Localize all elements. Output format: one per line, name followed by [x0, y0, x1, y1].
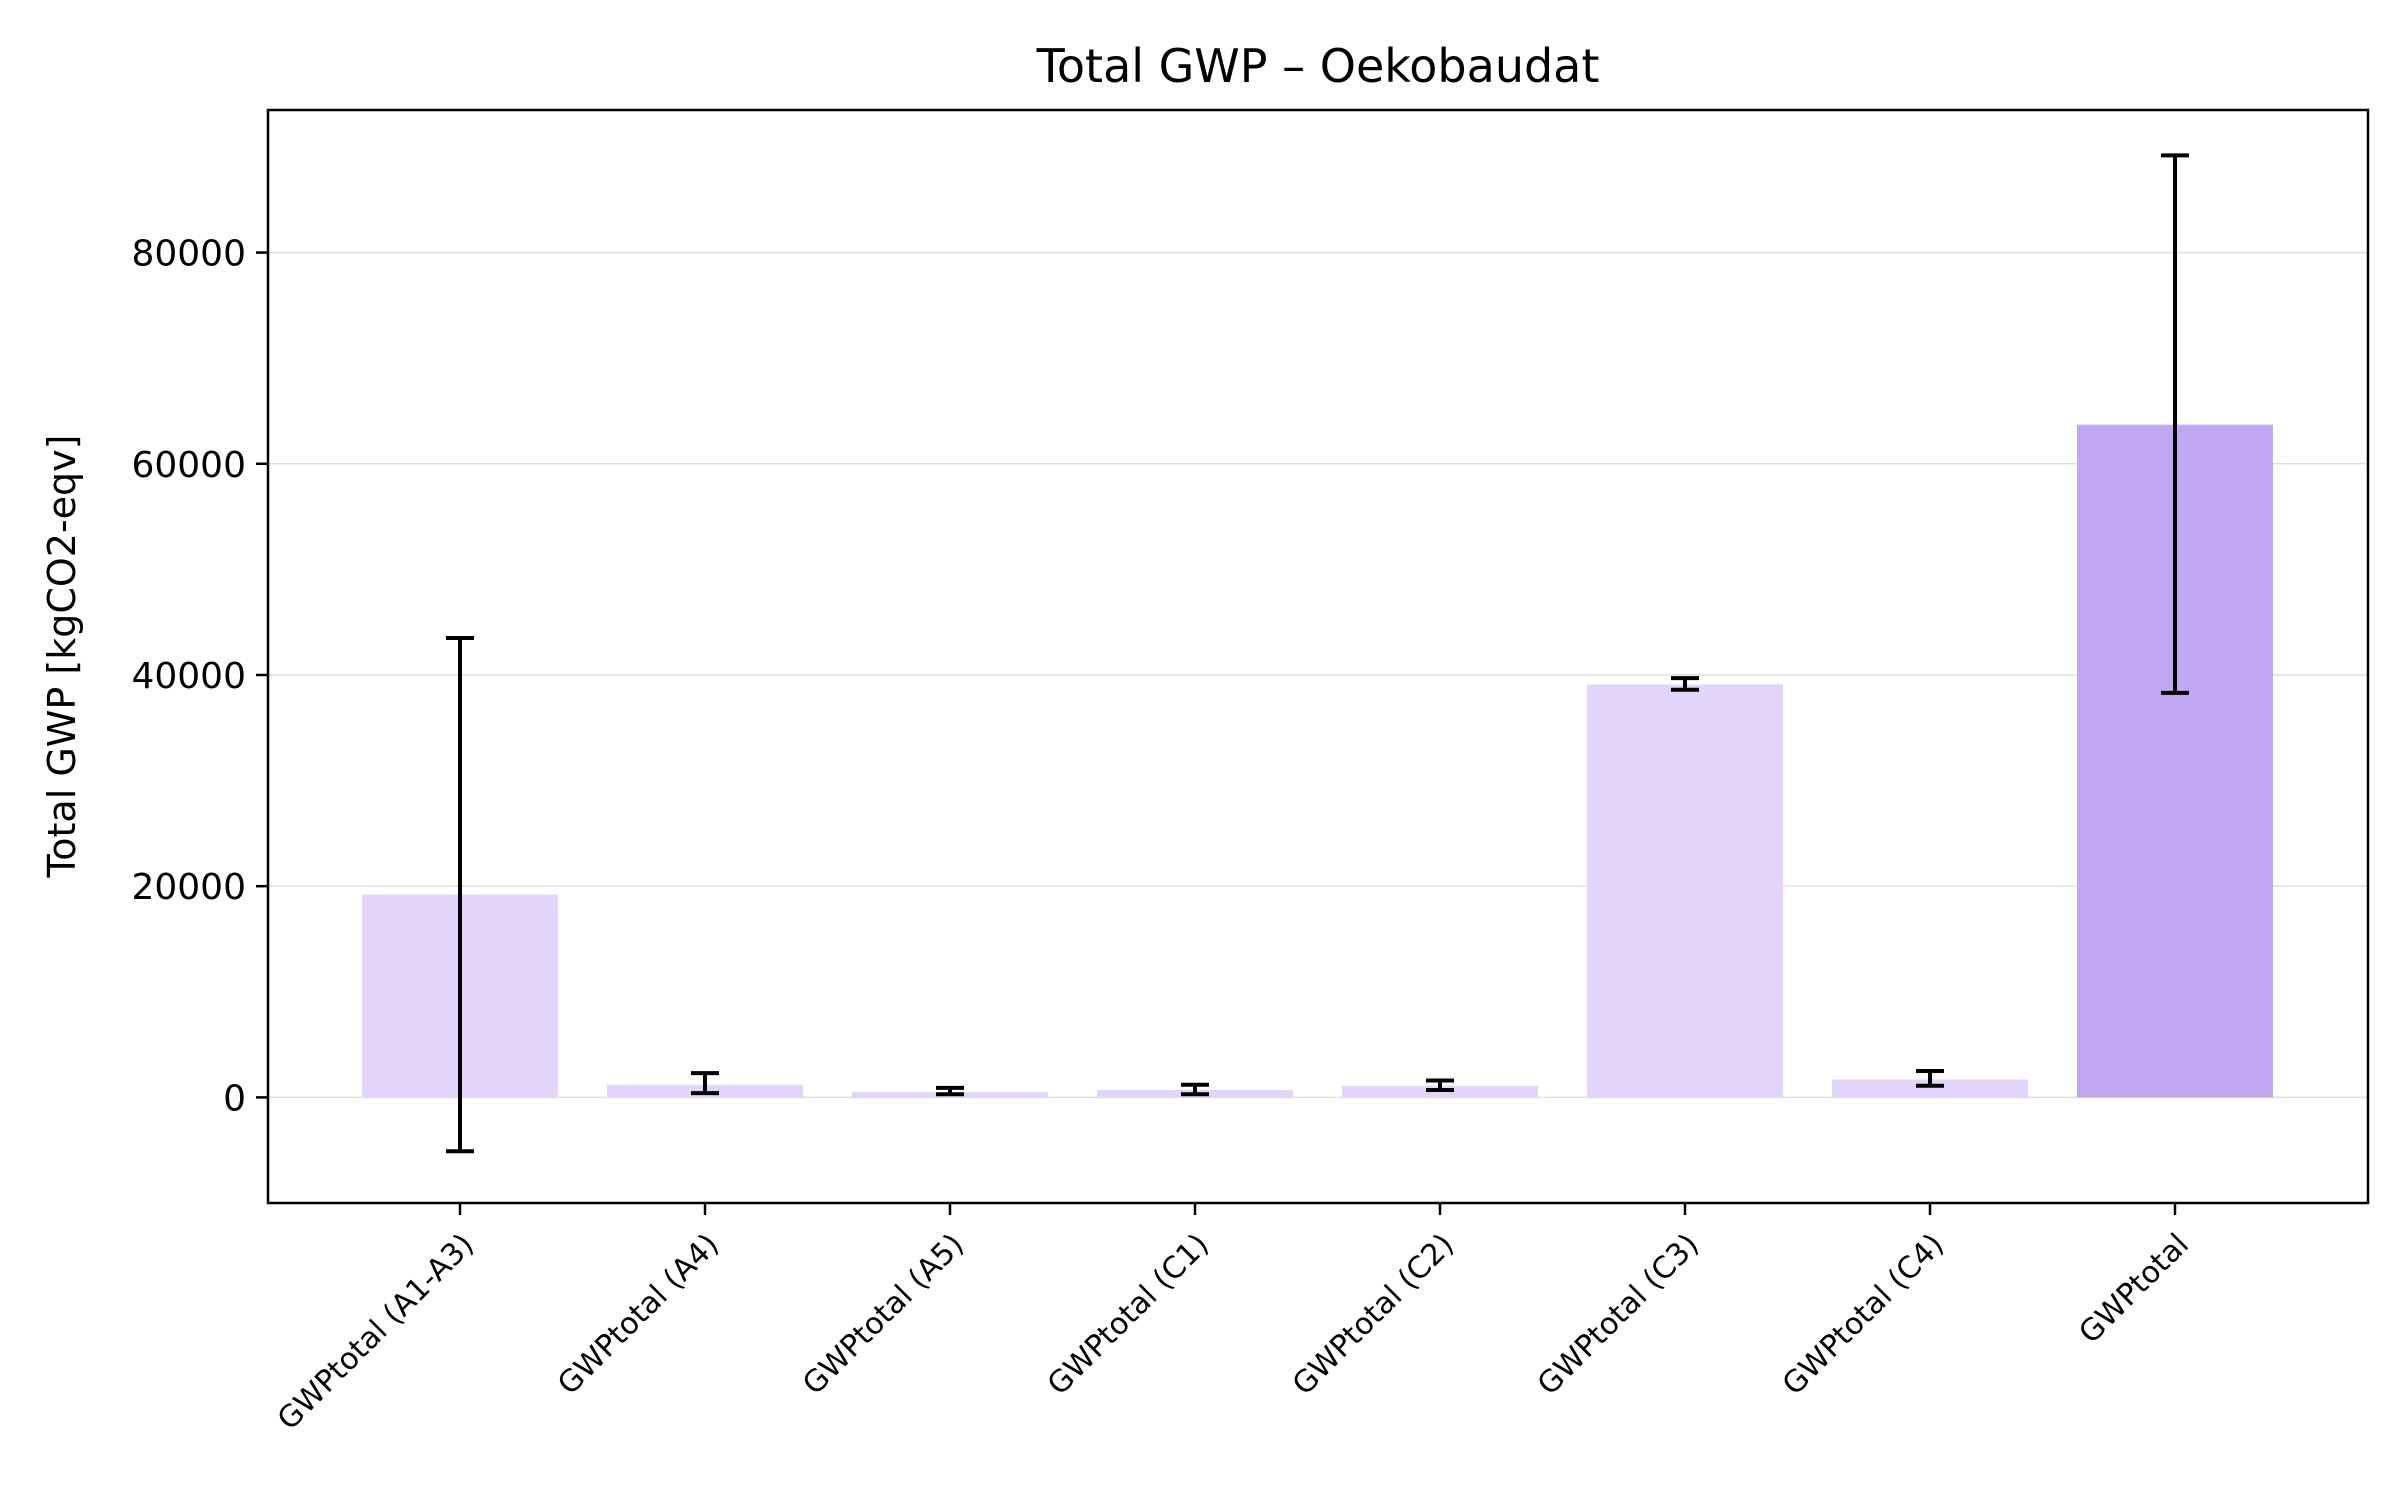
y-tick-label: 20000	[131, 867, 246, 908]
y-tick-label: 80000	[131, 234, 246, 275]
bar	[1832, 1079, 2028, 1098]
y-tick-label: 40000	[131, 656, 246, 697]
bar	[1587, 684, 1783, 1098]
error-bars	[446, 153, 2189, 1154]
y-tick-label: 0	[223, 1078, 246, 1119]
y-axis-ticks: 0 20000 40000 60000 80000	[131, 234, 268, 1119]
y-tick-label: 60000	[131, 445, 246, 486]
y-axis-label: Total GWP [kgCO2-eqv]	[40, 435, 84, 879]
plot-area-frame	[266, 108, 2370, 1205]
chart-title: Total GWP – Oekobaudat	[1036, 39, 1600, 93]
